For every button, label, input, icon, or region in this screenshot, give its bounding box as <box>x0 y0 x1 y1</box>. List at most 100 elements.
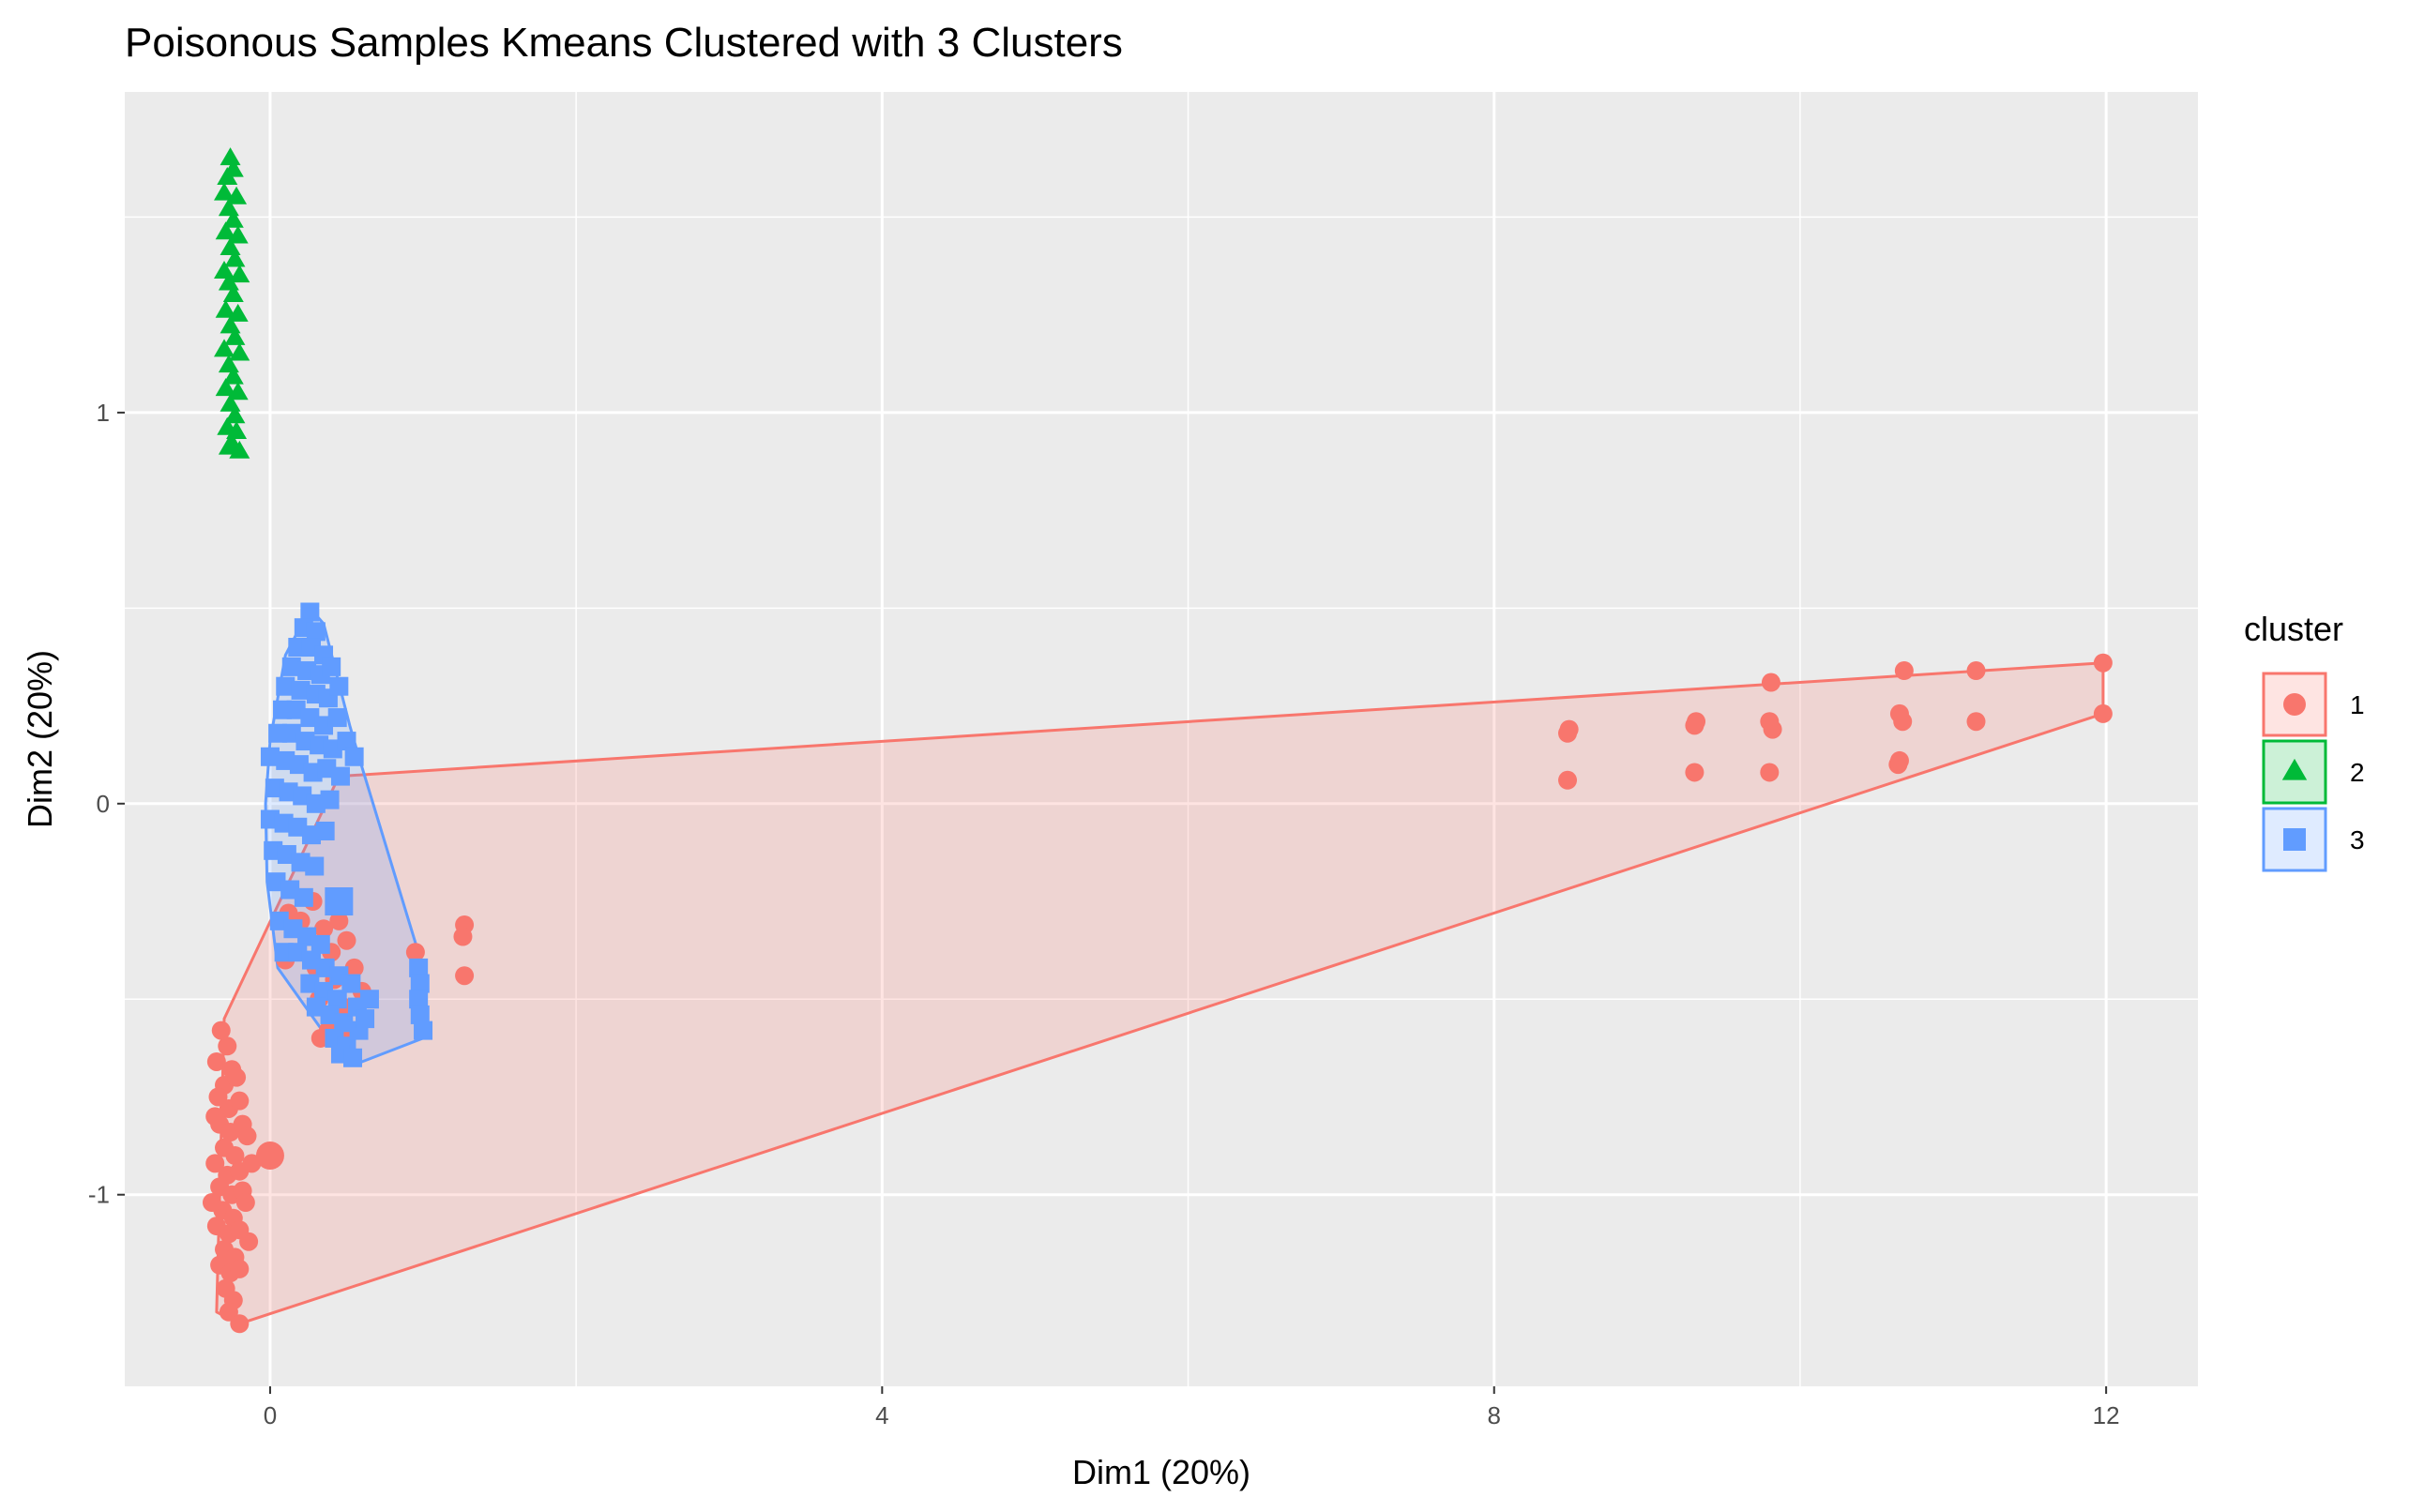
cluster-3-point <box>409 990 429 1009</box>
cluster-1-point <box>1893 712 1913 732</box>
legend-label-2: 2 <box>2350 758 2365 787</box>
cluster-1-point <box>235 1193 255 1213</box>
legend-marker-2 <box>2281 758 2308 780</box>
cluster-1-centroid <box>255 1142 284 1171</box>
cluster-3-point <box>414 1021 433 1040</box>
legend-key-1 <box>2262 672 2327 737</box>
cluster-1-point <box>227 1067 247 1087</box>
cluster-1-point <box>1761 673 1780 692</box>
cluster-1-point <box>337 930 356 950</box>
cluster-3-point <box>410 1005 430 1024</box>
cluster-2-point <box>215 299 236 318</box>
cluster-1-point <box>1894 661 1914 681</box>
y-axis-ticks: -1 0 1 <box>88 399 125 1209</box>
cluster-2-point <box>227 225 249 244</box>
x-tick-label: 12 <box>2093 1401 2120 1429</box>
legend-label-3: 3 <box>2350 825 2365 854</box>
cluster-3-point <box>322 657 341 676</box>
cluster-1-point <box>453 927 473 946</box>
cluster-3-point <box>306 622 326 642</box>
cluster-2-point <box>226 186 248 204</box>
cluster-1-point <box>1760 763 1780 782</box>
cluster-1-point <box>225 1146 245 1166</box>
cluster-3-point <box>410 974 430 993</box>
cluster-1-point <box>230 1259 250 1278</box>
cluster-1-point <box>1687 712 1706 732</box>
cluster-3-point <box>276 676 295 696</box>
x-tick-label: 0 <box>264 1401 277 1429</box>
cluster-3-point <box>281 657 301 676</box>
cluster-3-point <box>341 974 361 993</box>
legend: cluster 1 2 3 <box>2244 610 2365 872</box>
cluster-1-point <box>405 943 425 962</box>
y-tick-label: -1 <box>88 1181 110 1209</box>
x-tick-label: 8 <box>1488 1401 1501 1429</box>
y-tick-label: 0 <box>97 790 110 818</box>
grid-lines <box>125 92 2198 1386</box>
legend-label-1: 1 <box>2350 690 2365 719</box>
data-points <box>202 147 2113 1334</box>
cluster-1-point <box>211 1021 231 1040</box>
cluster-2-point <box>215 221 236 240</box>
cluster-3-point <box>320 790 340 809</box>
cluster-3-point <box>311 934 330 954</box>
cluster-3-point <box>315 821 335 840</box>
cluster-2-point <box>224 405 246 424</box>
cluster-1-point <box>314 919 334 939</box>
cluster-1-point <box>1966 712 1986 732</box>
cluster-1-point <box>230 1314 250 1334</box>
cluster-3-point <box>294 887 313 907</box>
cluster-1-point <box>344 958 364 977</box>
cluster-3-point <box>300 602 320 622</box>
cluster-3-point <box>327 990 347 1009</box>
cluster-3-point <box>260 747 280 766</box>
cluster-2-point <box>220 147 241 166</box>
cluster-3-point <box>327 708 347 728</box>
cluster-2-point <box>224 326 246 345</box>
cluster-2-point <box>222 159 244 177</box>
cluster-1-point <box>1966 661 1986 681</box>
cluster-2-point <box>224 249 246 267</box>
cluster-2-point <box>222 284 244 303</box>
cluster-1-point <box>218 1036 237 1056</box>
cluster-3-point <box>344 747 364 766</box>
cluster-1-point <box>2093 703 2113 723</box>
cluster-2-point <box>229 265 250 283</box>
cluster-3-point <box>329 676 349 696</box>
cluster-1-point <box>205 1154 225 1173</box>
cluster-1-point <box>230 1091 250 1111</box>
cluster-2-point <box>227 382 249 401</box>
cluster-3-point <box>409 958 429 977</box>
cluster-2-point <box>222 366 244 385</box>
cluster-3-point <box>359 990 379 1009</box>
cluster-2-point <box>215 378 236 397</box>
legend-items: 1 2 3 <box>2262 672 2365 872</box>
y-axis-title: Dim2 (20%) <box>21 650 59 828</box>
cluster-1-point <box>1889 750 1909 770</box>
cluster-1-point <box>202 1193 221 1213</box>
x-tick-label: 4 <box>875 1401 888 1429</box>
cluster-3-point <box>334 1013 354 1033</box>
cluster-3-point <box>343 1048 363 1067</box>
chart-title: Poisonous Samples Kmeans Clustered with … <box>125 20 1123 66</box>
cluster-2-point <box>227 303 249 322</box>
cluster-1-point <box>455 966 475 986</box>
cluster-1-point <box>329 911 349 930</box>
cluster-3-point <box>291 680 311 700</box>
cluster-1-point <box>1559 719 1579 739</box>
x-axis-title: Dim1 (20%) <box>1072 1453 1250 1491</box>
cluster-1-point <box>237 1126 257 1146</box>
cluster-3-point <box>337 732 356 751</box>
legend-marker-3 <box>2283 828 2306 851</box>
cluster-1-point <box>205 1107 225 1126</box>
legend-title: cluster <box>2244 610 2343 648</box>
cluster-1-point <box>206 1051 226 1071</box>
cluster-3-point <box>356 1009 375 1029</box>
cluster-3-point <box>305 856 325 876</box>
legend-marker-1 <box>2283 693 2306 716</box>
x-axis-ticks: 0 4 8 12 <box>264 1386 2120 1429</box>
cluster-1-point <box>1685 763 1704 782</box>
cluster-2-point <box>229 342 250 361</box>
cluster-1-point <box>2093 653 2113 673</box>
